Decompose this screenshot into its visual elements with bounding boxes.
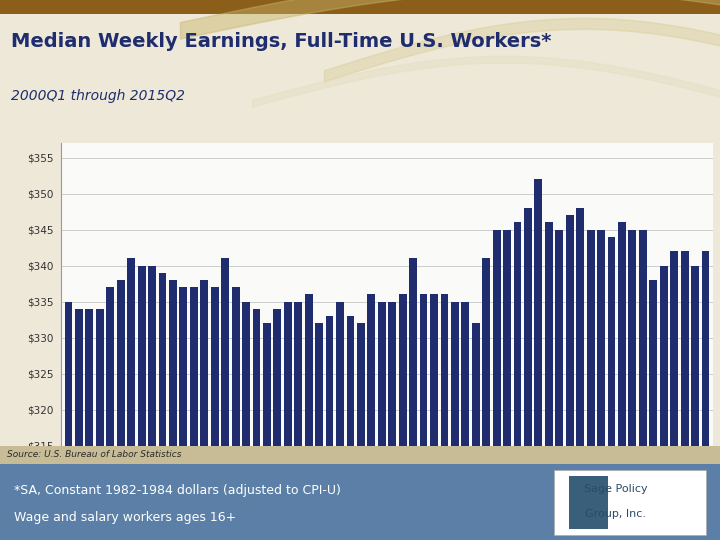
Bar: [378, 301, 386, 540]
Bar: [482, 258, 490, 540]
Bar: [462, 301, 469, 540]
Bar: [513, 222, 521, 540]
Bar: [660, 266, 667, 540]
Bar: [554, 470, 706, 535]
Bar: [492, 230, 500, 540]
Bar: [232, 287, 240, 540]
Bar: [629, 230, 636, 540]
Bar: [618, 222, 626, 540]
Bar: [451, 301, 459, 540]
Bar: [263, 323, 271, 540]
Bar: [569, 476, 608, 529]
Bar: [357, 323, 365, 540]
Bar: [336, 301, 344, 540]
Bar: [190, 287, 198, 540]
Bar: [670, 251, 678, 540]
Text: *SA, Constant 1982-1984 dollars (adjusted to CPI-U): *SA, Constant 1982-1984 dollars (adjuste…: [14, 484, 341, 497]
Text: Sage Policy: Sage Policy: [584, 484, 647, 494]
Text: Median Weekly Earnings, Full-Time U.S. Workers*: Median Weekly Earnings, Full-Time U.S. W…: [11, 32, 552, 51]
Text: Group, Inc.: Group, Inc.: [585, 509, 646, 518]
Bar: [597, 230, 605, 540]
Bar: [200, 280, 208, 540]
Bar: [117, 280, 125, 540]
Text: 2000Q1 through 2015Q2: 2000Q1 through 2015Q2: [11, 90, 185, 103]
Bar: [399, 294, 407, 540]
Text: Wage and salary workers ages 16+: Wage and salary workers ages 16+: [14, 511, 237, 524]
Bar: [524, 208, 532, 540]
Bar: [409, 258, 417, 540]
Text: Source: U.S. Bureau of Labor Statistics: Source: U.S. Bureau of Labor Statistics: [7, 450, 181, 460]
Bar: [284, 301, 292, 540]
Bar: [420, 294, 428, 540]
Bar: [388, 301, 396, 540]
Bar: [367, 294, 375, 540]
Bar: [158, 273, 166, 540]
Bar: [107, 287, 114, 540]
Bar: [691, 266, 699, 540]
Bar: [545, 222, 553, 540]
Bar: [127, 258, 135, 540]
Bar: [221, 258, 229, 540]
Bar: [315, 323, 323, 540]
Bar: [503, 230, 511, 540]
Bar: [701, 251, 709, 540]
Bar: [305, 294, 312, 540]
Bar: [441, 294, 449, 540]
Bar: [680, 251, 688, 540]
Bar: [148, 266, 156, 540]
Bar: [274, 309, 282, 540]
Bar: [75, 309, 83, 540]
Bar: [253, 309, 261, 540]
Bar: [576, 208, 584, 540]
Bar: [211, 287, 219, 540]
Bar: [179, 287, 187, 540]
Bar: [138, 266, 145, 540]
Bar: [587, 230, 595, 540]
Bar: [294, 301, 302, 540]
Bar: [430, 294, 438, 540]
Bar: [0, 0, 720, 14]
Bar: [566, 215, 574, 540]
Bar: [534, 179, 542, 540]
Bar: [65, 301, 73, 540]
Bar: [169, 280, 177, 540]
Bar: [639, 230, 647, 540]
Bar: [649, 280, 657, 540]
Bar: [555, 230, 563, 540]
Bar: [242, 301, 250, 540]
Bar: [86, 309, 94, 540]
Bar: [472, 323, 480, 540]
Bar: [346, 316, 354, 540]
Bar: [608, 237, 616, 540]
Bar: [96, 309, 104, 540]
Bar: [325, 316, 333, 540]
